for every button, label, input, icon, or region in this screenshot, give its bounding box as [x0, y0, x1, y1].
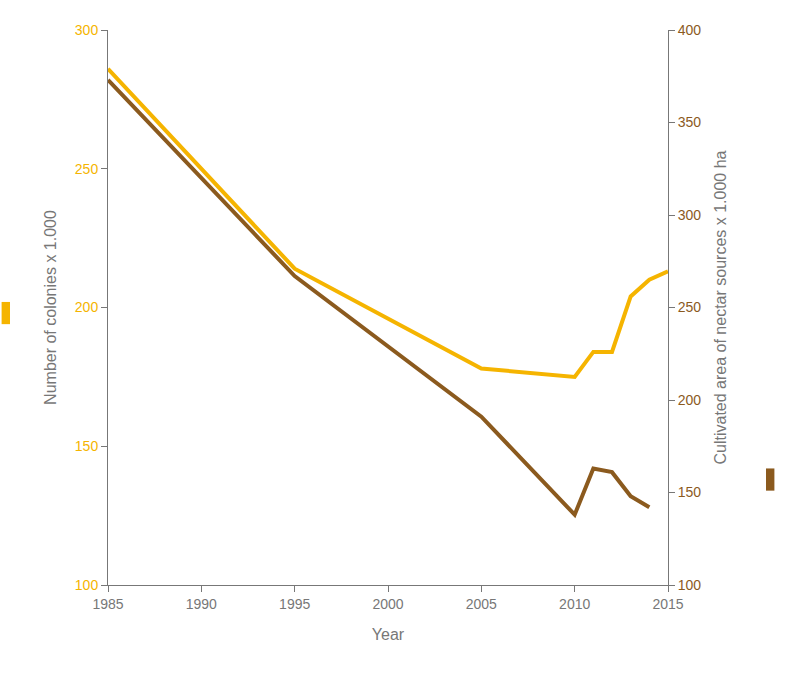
svg-text:300: 300 [75, 22, 99, 38]
svg-text:1990: 1990 [186, 596, 217, 612]
svg-text:1985: 1985 [92, 596, 123, 612]
svg-text:150: 150 [678, 484, 702, 500]
svg-text:2005: 2005 [466, 596, 497, 612]
svg-text:Cultivated area of nectar sour: Cultivated area of nectar sources x 1.00… [712, 150, 729, 464]
svg-text:150: 150 [75, 438, 99, 454]
svg-text:200: 200 [678, 392, 702, 408]
svg-text:400: 400 [678, 22, 702, 38]
svg-text:2015: 2015 [652, 596, 683, 612]
svg-text:300: 300 [678, 207, 702, 223]
svg-text:250: 250 [75, 161, 99, 177]
svg-text:100: 100 [678, 577, 702, 593]
svg-text:200: 200 [75, 299, 99, 315]
svg-text:Number of colonies x 1.000: Number of colonies x 1.000 [42, 210, 59, 405]
svg-text:Year: Year [372, 626, 405, 643]
svg-text:350: 350 [678, 114, 702, 130]
svg-text:100: 100 [75, 577, 99, 593]
svg-text:2000: 2000 [372, 596, 403, 612]
svg-text:1995: 1995 [279, 596, 310, 612]
svg-text:250: 250 [678, 299, 702, 315]
svg-text:2010: 2010 [559, 596, 590, 612]
